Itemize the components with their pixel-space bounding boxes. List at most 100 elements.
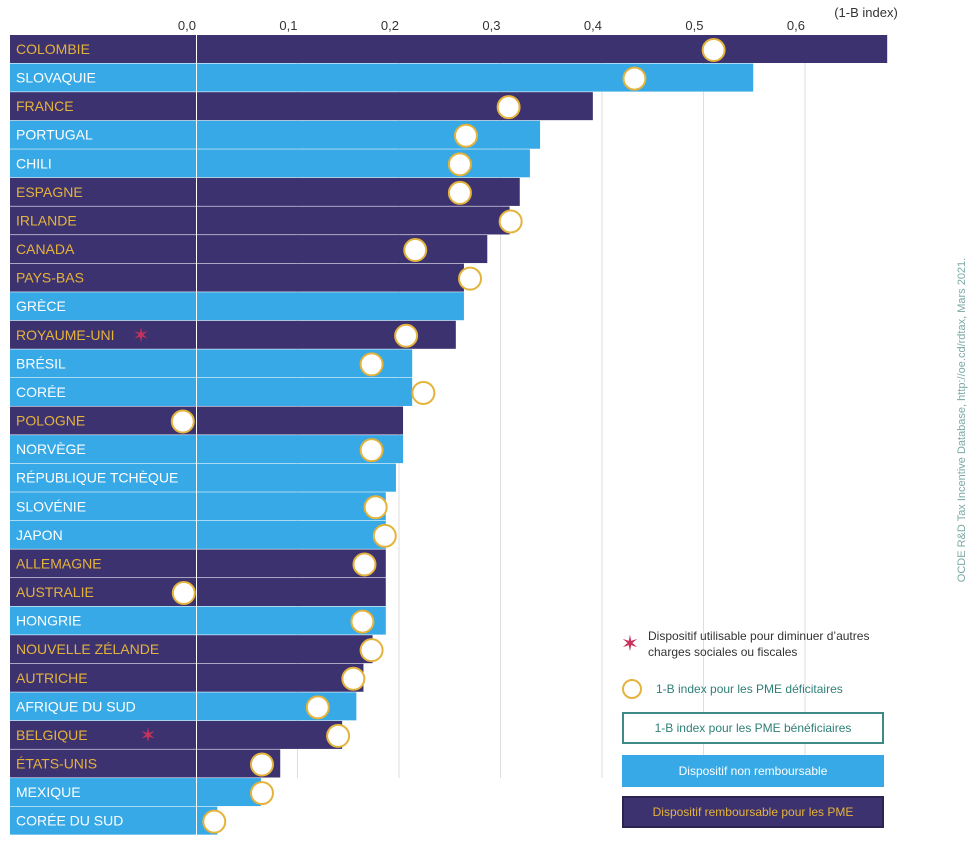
bar: [197, 463, 396, 492]
category-label: POLOGNE: [16, 413, 85, 429]
category-label: CANADA: [16, 241, 75, 257]
deficit-circle-marker: [447, 152, 472, 177]
category-label: ÉTATS-UNIS: [16, 756, 97, 772]
category-label: FRANCE: [16, 98, 74, 114]
category-label: COLOMBIE: [16, 41, 90, 57]
circle-marker-icon: [622, 679, 642, 699]
deficit-circle-marker: [171, 581, 196, 606]
bar: [197, 235, 488, 264]
category-label: JAPON: [16, 527, 63, 543]
category-label: CORÉE DU SUD: [16, 813, 123, 829]
category-label-bg: [10, 692, 196, 721]
category-label-bg: [10, 635, 196, 664]
bar: [197, 635, 373, 664]
bar: [197, 92, 593, 121]
category-label-bg: [10, 35, 196, 63]
legend-star-label: Dispositif utilisable pour diminuer d’au…: [648, 629, 870, 659]
category-label-backgrounds: [10, 35, 196, 835]
category-label: ALLEMAGNE: [16, 555, 102, 571]
category-label: SLOVAQUIE: [16, 70, 96, 86]
legend-star-item: ✶ Dispositif utilisable pour diminuer d’…: [618, 628, 888, 660]
deficit-circle-marker: [701, 38, 726, 62]
deficit-circle-marker: [359, 438, 384, 463]
deficit-circle-marker: [202, 809, 227, 834]
category-label-bg: [10, 92, 196, 121]
category-label: PORTUGAL: [16, 127, 93, 143]
category-label-bg: [10, 206, 196, 235]
deficit-circle-marker: [363, 495, 388, 520]
category-label-bg: [10, 778, 196, 807]
deficit-circle-marker: [341, 666, 366, 691]
star-marker: ✶: [133, 325, 150, 347]
deficit-markers: ✶✶: [133, 38, 726, 834]
category-label-bg: [10, 292, 196, 321]
deficit-circle-marker: [372, 523, 397, 548]
bar: [197, 149, 530, 178]
category-label-bg: [10, 177, 196, 206]
category-label: GRÈCE: [16, 298, 66, 314]
deficit-circle-marker: [305, 695, 330, 720]
legend-outline-box: 1-B index pour les PME bénéficiaires: [622, 712, 884, 744]
category-label-bg: [10, 578, 196, 607]
legend-circle-item: 1-B index pour les PME déficitaires: [622, 679, 843, 699]
legend-purple-box: Dispositif remboursable pour les PME: [622, 796, 884, 828]
deficit-circle-marker: [394, 323, 419, 348]
bar: [197, 120, 541, 149]
category-label: ROYAUME-UNI: [16, 327, 115, 343]
bar: [197, 492, 386, 521]
deficit-circle-marker: [170, 409, 195, 434]
category-label-bg: [10, 149, 196, 178]
x-tick-label: 0,2: [381, 18, 399, 33]
category-label-bg: [10, 406, 196, 435]
bar: [197, 292, 464, 321]
bar: [197, 406, 404, 435]
category-label: AUSTRALIE: [16, 584, 94, 600]
deficit-circle-marker: [359, 352, 384, 377]
deficit-circle-marker: [453, 123, 478, 148]
deficit-circle-marker: [447, 180, 472, 205]
x-tick-label: 0,3: [482, 18, 500, 33]
category-label-bg: [10, 263, 196, 292]
category-label-bg: [10, 549, 196, 578]
bar: [197, 35, 888, 63]
category-label: CHILI: [16, 155, 52, 171]
axis-unit-label: (1-B index): [834, 5, 898, 20]
bar: [197, 206, 510, 235]
deficit-circle-marker: [352, 552, 377, 577]
category-labels: COLOMBIE SLOVAQUIE FRANCE PORTUGAL CHILI ESPA…: [16, 41, 178, 829]
category-label-bg: [10, 349, 196, 378]
category-label-bg: [10, 463, 196, 492]
category-label: BELGIQUE: [16, 727, 88, 743]
category-label: MEXIQUE: [16, 784, 81, 800]
category-label: IRLANDE: [16, 212, 77, 228]
bar: [197, 663, 364, 692]
category-label: NOUVELLE ZÉLANDE: [16, 641, 159, 657]
deficit-circle-marker: [403, 238, 428, 263]
x-tick-label: 0,4: [584, 18, 602, 33]
legend-blue-box: Dispositif non remboursable: [622, 755, 884, 787]
bar-chart: 0,0 0,1 0,2 0,3 0,4 0,5 0,6 COLOMBIE SLOVAQUIE F…: [10, 5, 898, 836]
bar: [197, 377, 413, 406]
deficit-circle-marker: [458, 266, 483, 291]
x-tick-label: 0,1: [279, 18, 297, 33]
category-label-bg: [10, 663, 196, 692]
star-marker: ✶: [140, 725, 157, 747]
deficit-circle-marker: [350, 609, 375, 634]
category-label-bg: [10, 120, 196, 149]
x-tick-label: 0,6: [787, 18, 805, 33]
category-label-bg: [10, 492, 196, 521]
category-label-bg: [10, 606, 196, 635]
category-label-bg: [10, 435, 196, 464]
deficit-circle-marker: [359, 638, 384, 663]
category-label: HONGRIE: [16, 613, 81, 629]
category-label-bg: [10, 749, 196, 778]
category-label: SLOVÉNIE: [16, 498, 86, 514]
source-note: OCDE R&D Tax Incentive Database, http://…: [956, 257, 968, 583]
category-label: PAYS-BAS: [16, 270, 84, 286]
category-label-bg: [10, 806, 196, 835]
category-label: AFRIQUE DU SUD: [16, 698, 136, 714]
category-label-bg: [10, 720, 196, 749]
category-label: ESPAGNE: [16, 184, 83, 200]
deficit-circle-marker: [249, 752, 274, 777]
x-tick-label: 0,0: [178, 18, 196, 33]
